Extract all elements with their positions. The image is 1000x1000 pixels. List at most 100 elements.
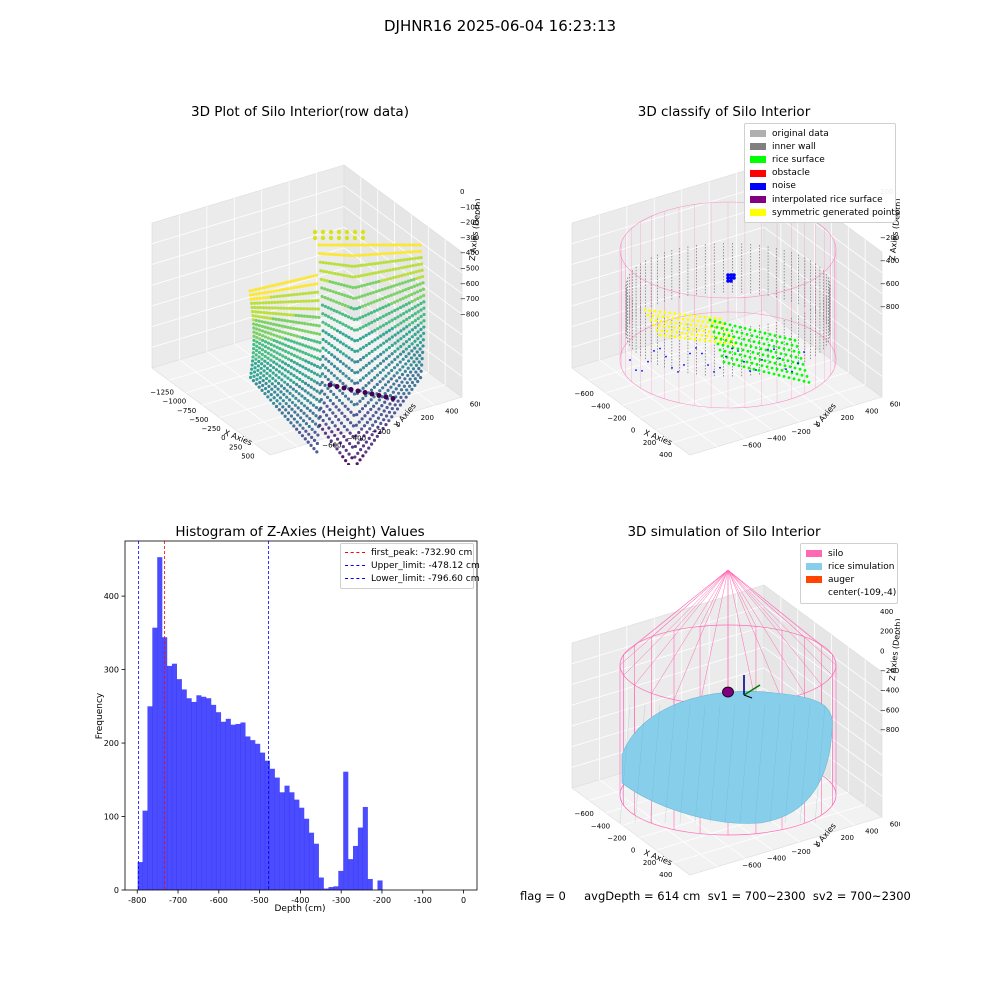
data-point (312, 347, 316, 351)
histogram-bar (171, 663, 178, 890)
data-point (302, 404, 307, 408)
data-point (383, 391, 387, 396)
data-point (343, 404, 347, 408)
data-point (327, 382, 333, 388)
data-point (312, 235, 318, 241)
rice-surface-point (723, 322, 727, 325)
data-point (413, 383, 417, 388)
rice-surface-point (803, 369, 807, 372)
data-point (352, 328, 357, 332)
noise-point (683, 364, 685, 366)
data-point (263, 349, 267, 354)
data-point (292, 360, 296, 364)
rice-surface-point (755, 335, 759, 339)
data-point (333, 271, 337, 276)
histogram-bar (274, 777, 280, 890)
data-point (309, 369, 314, 374)
data-point (263, 291, 267, 295)
data-point (352, 235, 358, 241)
data-point (416, 373, 420, 377)
data-point (383, 400, 387, 404)
data-point (324, 322, 328, 326)
data-point (283, 414, 287, 418)
data-point (387, 371, 391, 375)
histogram-bar (142, 810, 148, 890)
data-point (413, 291, 417, 295)
data-point (356, 274, 360, 278)
data-point (258, 376, 262, 380)
data-point (381, 359, 386, 363)
histogram-bar (215, 712, 222, 890)
data-point (280, 372, 284, 376)
data-point (339, 421, 344, 425)
z-tick-label: −500 (460, 265, 479, 273)
x-tick-label: 400 (659, 871, 672, 879)
data-point (263, 330, 267, 334)
y-tick-label: −200 (371, 428, 390, 436)
symmetric-point (661, 315, 665, 319)
rice-surface-point (722, 360, 726, 364)
rice-surface-point (762, 342, 766, 346)
data-point (348, 285, 352, 289)
data-point (361, 345, 366, 349)
data-point (416, 290, 420, 294)
rice-surface-point (728, 323, 732, 327)
data-point (355, 402, 359, 406)
data-point (275, 362, 279, 366)
data-point (333, 355, 337, 359)
data-point (262, 364, 267, 368)
data-point (272, 360, 276, 364)
data-point (341, 391, 345, 396)
data-point (335, 447, 339, 451)
rice-surface-point (758, 330, 762, 334)
data-point (310, 427, 314, 431)
data-point (327, 333, 331, 337)
grid-line (253, 384, 446, 443)
data-point (298, 342, 302, 346)
data-point (410, 380, 415, 385)
data-point (420, 363, 424, 367)
noise-point (779, 357, 781, 360)
data-point (378, 430, 382, 435)
data-point (369, 391, 375, 397)
data-point (252, 334, 256, 338)
y-tick-label: 200 (841, 414, 854, 422)
data-point (278, 335, 282, 339)
data-point (255, 336, 259, 340)
data-point (312, 438, 317, 443)
rice-surface-point (732, 335, 736, 339)
data-point (360, 235, 366, 241)
panel2-ticks: −600−400−20002004006004002000−200−400−60… (575, 188, 900, 459)
data-point (334, 395, 339, 399)
data-point (315, 389, 319, 393)
data-point (377, 279, 381, 284)
data-point (327, 341, 331, 346)
data-point (381, 314, 385, 318)
rice-surface-point (720, 327, 724, 330)
data-point (377, 407, 381, 411)
data-point (254, 288, 258, 292)
data-point (318, 357, 322, 362)
symmetric-point (697, 329, 701, 332)
data-point (356, 441, 360, 445)
data-point (356, 349, 360, 353)
data-point (272, 401, 276, 405)
data-point (358, 368, 363, 372)
data-point (389, 385, 393, 389)
data-point (263, 354, 267, 358)
data-point (367, 341, 371, 346)
rice-surface-point (724, 339, 728, 342)
symmetric-point (684, 322, 688, 326)
data-point (383, 295, 388, 300)
symmetric-point (708, 316, 712, 320)
data-point (349, 316, 353, 320)
data-point (320, 427, 325, 431)
data-point (350, 379, 354, 383)
data-point (373, 429, 377, 433)
rice-surface-point (752, 367, 756, 371)
data-point (299, 307, 303, 311)
data-point (369, 243, 373, 247)
rice-surface-point (783, 336, 787, 340)
grid-line (343, 206, 463, 294)
data-point (391, 390, 395, 394)
